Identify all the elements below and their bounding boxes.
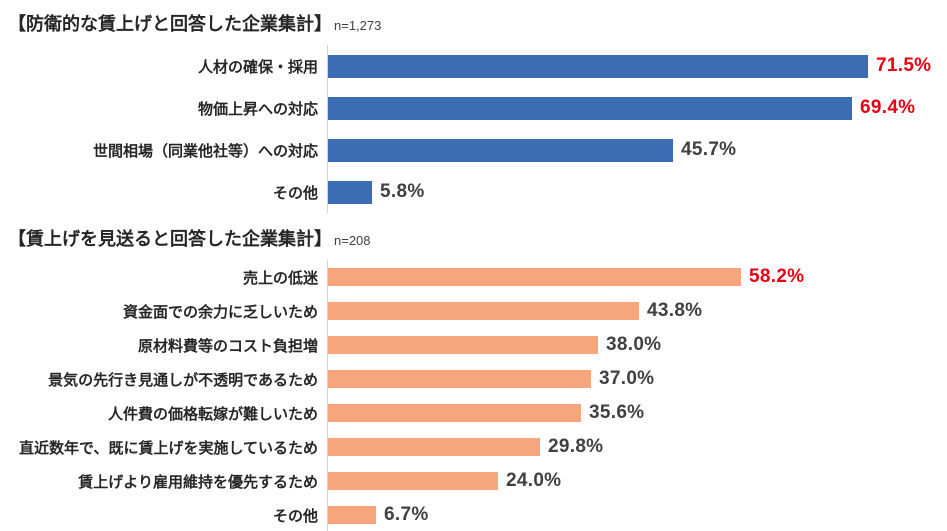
- bar-rows: 売上の低迷 58.2% 資金面での余力に乏しいため 43.8% 原材料費等のコスト負担増…: [0, 260, 947, 531]
- chart-forgo-wage-raise: 【賃上げを見送ると回答した企業集計】 n=208 売上の低迷 58.2% 資金面での…: [0, 225, 947, 531]
- bar: [328, 506, 376, 524]
- value-label: 69.4%: [860, 97, 916, 118]
- bar-plot-area: 38.0%: [327, 328, 947, 362]
- value-label: 38.0%: [606, 334, 662, 355]
- bar-row: 資金面での余力に乏しいため 43.8%: [0, 294, 947, 328]
- bar: [328, 302, 639, 320]
- bar: [328, 268, 741, 286]
- category-label: その他: [272, 507, 318, 525]
- category-label: 人材の確保・採用: [197, 58, 318, 76]
- bar-plot-area: 37.0%: [327, 362, 947, 396]
- bar-plot-area: 71.5%: [327, 45, 947, 87]
- bar-row: その他 6.7%: [0, 498, 947, 531]
- bar-plot-area: 45.7%: [327, 129, 947, 171]
- bar: [328, 180, 372, 204]
- bar-rows: 人材の確保・採用 71.5% 物価上昇への対応 69.4% 世間相場（同業他社等）への対…: [0, 45, 947, 213]
- category-label: 物価上昇への対応: [197, 100, 318, 118]
- bar-row: 賃上げより雇用維持を優先するため 24.0%: [0, 464, 947, 498]
- bar-row: 人材の確保・採用 71.5%: [0, 45, 947, 87]
- bar-row: 景気の先行き見通しが不透明であるため 37.0%: [0, 362, 947, 396]
- bar-plot-area: 29.8%: [327, 430, 947, 464]
- bar-plot-area: 5.8%: [327, 171, 947, 213]
- category-label: 世間相場（同業他社等）への対応: [92, 142, 318, 160]
- value-label: 29.8%: [548, 436, 604, 457]
- category-label: 賃上げより雇用維持を優先するため: [78, 473, 318, 491]
- category-label: 売上の低迷: [242, 269, 318, 287]
- value-label: 6.7%: [384, 504, 429, 525]
- bar-plot-area: 43.8%: [327, 294, 947, 328]
- value-label: 24.0%: [506, 470, 562, 491]
- value-label: 5.8%: [380, 181, 425, 202]
- value-label: 45.7%: [681, 139, 737, 160]
- category-label: 景気の先行き見通しが不透明であるため: [48, 371, 318, 389]
- bar-plot-area: 35.6%: [327, 396, 947, 430]
- bar-row: 世間相場（同業他社等）への対応 45.7%: [0, 129, 947, 171]
- bar: [328, 336, 598, 354]
- bar-plot-area: 6.7%: [327, 498, 947, 531]
- category-label: 資金面での余力に乏しいため: [122, 303, 318, 321]
- bar-plot-area: 69.4%: [327, 87, 947, 129]
- category-label: 人件費の価格転嫁が難しいため: [107, 405, 318, 423]
- category-label: その他: [272, 184, 318, 202]
- bar-row: 直近数年で、既に賃上げを実施しているため 29.8%: [0, 430, 947, 464]
- bar: [328, 96, 852, 120]
- value-label: 37.0%: [599, 368, 655, 389]
- bar-row: 売上の低迷 58.2%: [0, 260, 947, 294]
- bar: [328, 54, 868, 78]
- bar-row: 原材料費等のコスト負担増 38.0%: [0, 328, 947, 362]
- chart-defensive-wage-raise: 【防衛的な賃上げと回答した企業集計】 n=1,273 人材の確保・採用 71.5%…: [0, 10, 947, 213]
- bar: [328, 472, 498, 490]
- bar: [328, 404, 581, 422]
- bar-plot-area: 58.2%: [327, 260, 947, 294]
- chart-header: 【賃上げを見送ると回答した企業集計】 n=208: [0, 225, 947, 251]
- category-label: 原材料費等のコスト負担増: [137, 337, 318, 355]
- chart-title: 【防衛的な賃上げと回答した企業集計】: [8, 14, 332, 34]
- value-label: 58.2%: [749, 266, 805, 287]
- value-label: 71.5%: [876, 55, 932, 76]
- bar-row: 物価上昇への対応 69.4%: [0, 87, 947, 129]
- value-label: 35.6%: [589, 402, 645, 423]
- bar: [328, 438, 540, 456]
- bar-plot-area: 24.0%: [327, 464, 947, 498]
- sample-size-label: n=1,273: [334, 18, 382, 33]
- value-label: 43.8%: [647, 300, 703, 321]
- bar-row: その他 5.8%: [0, 171, 947, 213]
- chart-header: 【防衛的な賃上げと回答した企業集計】 n=1,273: [0, 10, 947, 36]
- sample-size-label: n=208: [334, 233, 371, 248]
- bar-row: 人件費の価格転嫁が難しいため 35.6%: [0, 396, 947, 430]
- bar: [328, 370, 591, 388]
- chart-title: 【賃上げを見送ると回答した企業集計】: [8, 229, 332, 249]
- category-label: 直近数年で、既に賃上げを実施しているため: [19, 439, 318, 457]
- bar: [328, 138, 673, 162]
